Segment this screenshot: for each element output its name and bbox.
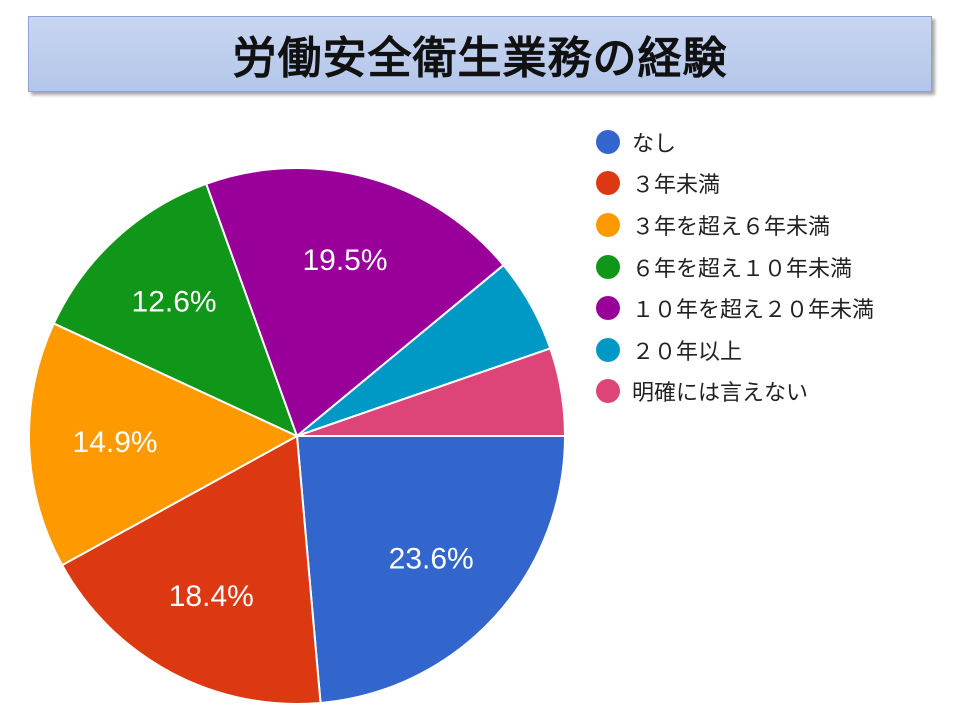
pie-chart: 23.6% 18.4% 14.9% 12.6% 19.5% [28,166,566,705]
legend-swatch [596,171,620,196]
pie-slice-1 [61,435,322,705]
pie-slice-3 [52,182,298,437]
legend-item: 明確には言えない [596,371,874,413]
legend-label: ２０年以上 [632,339,743,365]
slice-data-label: 18.4% [169,580,254,613]
chart-legend: なし ３年未満 ３年を超え６年未満 ６年を超え１０年未満 １０年を超え２０年未満 ２０年以… [596,121,874,412]
title-banner: 労働安全衛生業務の経験 [28,16,932,92]
legend-item: ３年未満 [596,163,874,205]
legend-label: １０年を超え２０年未満 [632,298,875,324]
legend-swatch [596,296,620,321]
pie-slice-0 [296,435,566,704]
legend-item: １０年を超え２０年未満 [596,287,874,329]
legend-swatch [596,337,620,362]
slice-data-label: 14.9% [73,426,158,459]
legend-swatch [596,129,620,154]
slice-data-label: 23.6% [389,542,474,575]
pie-slice-2 [28,322,298,567]
legend-item: ６年を超え１０年未満 [596,246,874,288]
legend-item: なし [596,121,874,163]
legend-item: ２０年以上 [596,329,874,371]
legend-swatch [596,212,620,237]
pie-slice-6 [296,347,566,437]
slice-data-label: 19.5% [302,244,387,277]
legend-swatch [596,379,620,404]
slice-data-label: 12.6% [132,285,217,318]
legend-label: なし [632,131,677,157]
legend-item: ３年を超え６年未満 [596,204,874,246]
pie-slice-4 [205,166,505,437]
legend-label: 明確には言えない [632,381,809,407]
legend-label: ３年を超え６年未満 [632,214,831,240]
legend-label: ３年未満 [632,173,721,199]
page-title: 労働安全衛生業務の経験 [232,33,728,84]
legend-label: ６年を超え１０年未満 [632,256,853,282]
legend-swatch [596,254,620,279]
